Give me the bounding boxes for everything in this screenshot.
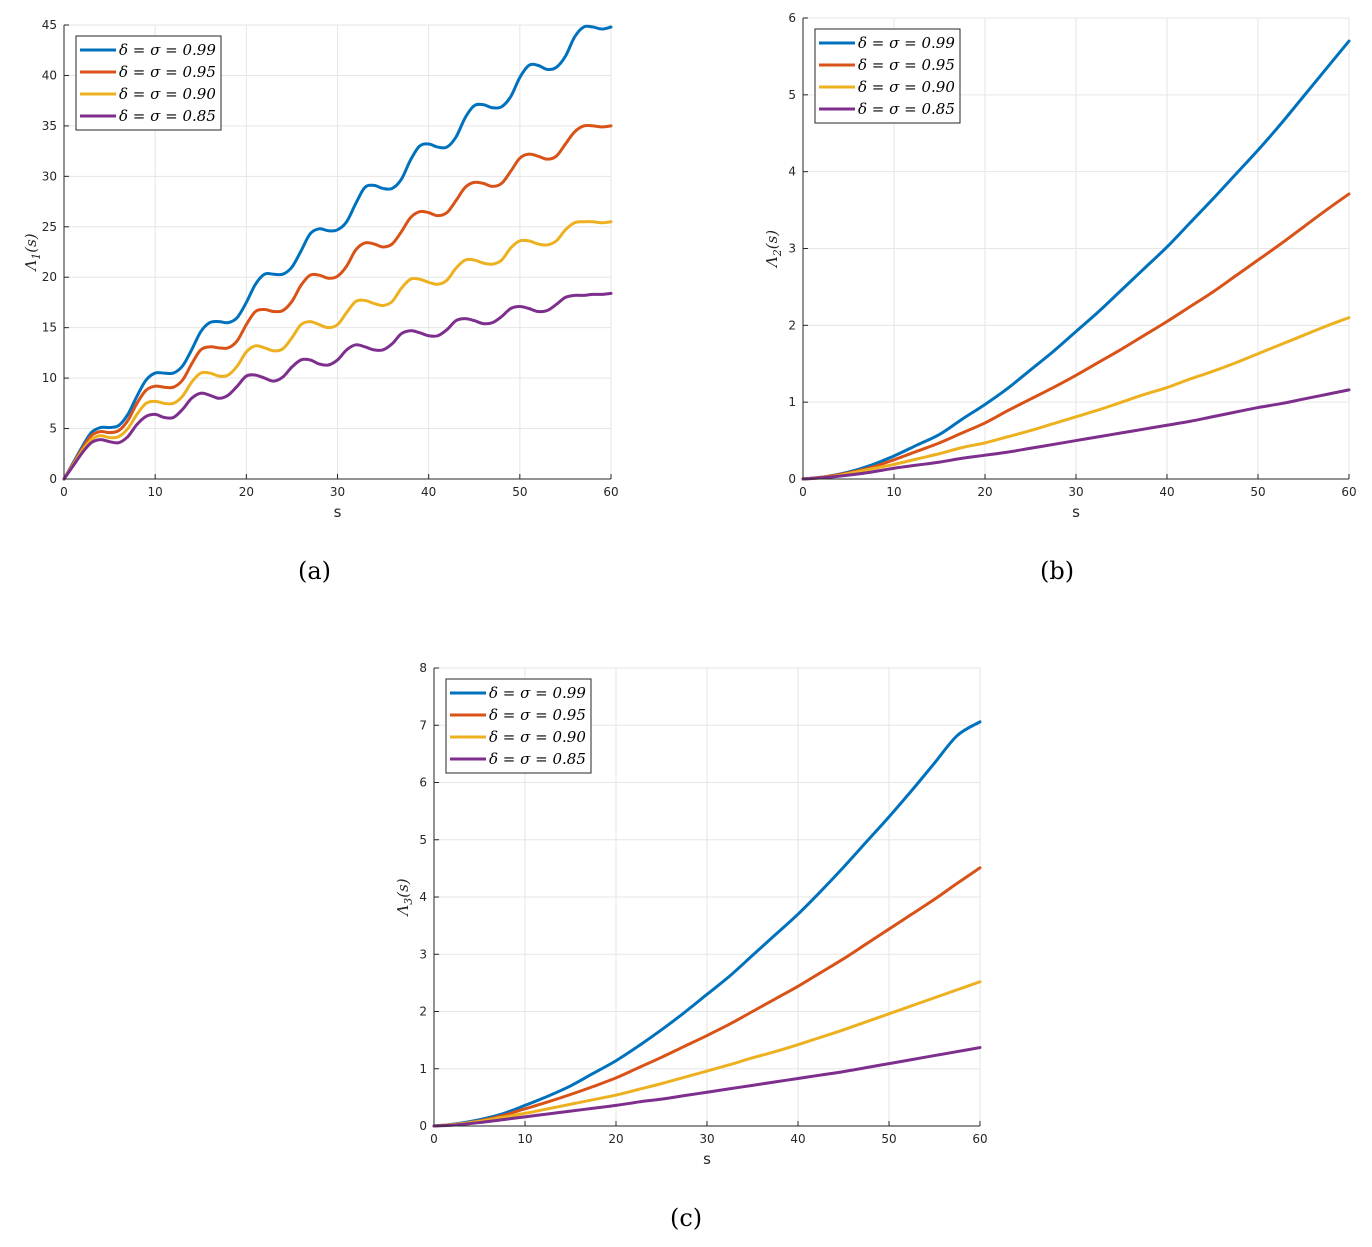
legend-label-3: δ = σ = 0.85 — [858, 100, 955, 118]
legend-label-0: δ = σ = 0.99 — [489, 684, 586, 702]
series-line-2 — [801, 316, 1351, 481]
x-tick-label: 50 — [1250, 485, 1265, 499]
legend-label-3: δ = σ = 0.85 — [489, 750, 586, 768]
x-tick-label: 30 — [330, 485, 345, 499]
y-tick-label: 3 — [788, 242, 796, 256]
y-tick-label: 30 — [42, 169, 57, 183]
y-tick-label: 2 — [419, 1005, 427, 1019]
legend-label-1: δ = σ = 0.95 — [858, 56, 955, 74]
x-tick-label: 20 — [977, 485, 992, 499]
x-tick-label: 40 — [1159, 485, 1174, 499]
chart-a: 0 10 20 30 40 50 60 0 5 10 15 20 25 30 35 40 45 s Λ1(s) δ =… — [22, 18, 619, 521]
legend-label-2: δ = σ = 0.90 — [489, 728, 586, 746]
x-tick-label: 0 — [60, 485, 68, 499]
series-line-0 — [62, 24, 613, 481]
x-tick-label: 60 — [972, 1132, 987, 1146]
y-tick-label: 20 — [42, 270, 57, 284]
y-tick-label: 35 — [42, 119, 57, 133]
x-axis-label: s — [334, 503, 342, 521]
legend — [445, 678, 592, 774]
legend — [75, 35, 222, 131]
y-tick-label: 8 — [419, 661, 427, 675]
y-axis-label: Λ1(s) — [22, 233, 43, 272]
y-axis-label: Λ3(s) — [394, 878, 415, 917]
legend-label-0: δ = σ = 0.99 — [858, 34, 955, 52]
x-tick-label: 30 — [699, 1132, 714, 1146]
caption-c: (c) — [670, 1204, 703, 1232]
y-tick-label: 3 — [419, 947, 427, 961]
caption-a: (a) — [298, 557, 332, 585]
x-tick-label: 60 — [1341, 485, 1356, 499]
legend-label-2: δ = σ = 0.90 — [858, 78, 955, 96]
y-tick-label: 1 — [788, 395, 796, 409]
x-tick-label: 50 — [881, 1132, 896, 1146]
y-tick-label: 10 — [42, 371, 57, 385]
series-line-2 — [62, 220, 613, 481]
series-line-2 — [432, 980, 982, 1128]
series-line-3 — [801, 388, 1351, 481]
y-tick-label: 6 — [788, 11, 796, 25]
x-tick-label: 0 — [430, 1132, 438, 1146]
x-tick-label: 60 — [603, 485, 618, 499]
x-tick-label: 40 — [421, 485, 436, 499]
y-tick-label: 5 — [419, 833, 427, 847]
legend-label-0: δ = σ = 0.99 — [119, 41, 216, 59]
x-tick-label: 30 — [1068, 485, 1083, 499]
y-tick-label: 0 — [419, 1119, 427, 1133]
y-tick-label: 1 — [419, 1062, 427, 1076]
y-tick-label: 6 — [419, 776, 427, 790]
x-axis-label: s — [703, 1150, 711, 1168]
y-tick-label: 5 — [49, 422, 57, 436]
legend-label-2: δ = σ = 0.90 — [119, 85, 216, 103]
x-tick-label: 20 — [608, 1132, 623, 1146]
x-tick-label: 10 — [148, 485, 163, 499]
y-tick-label: 2 — [788, 318, 796, 332]
series-line-3 — [62, 291, 613, 481]
y-tick-label: 45 — [42, 18, 57, 32]
y-tick-label: 15 — [42, 321, 57, 335]
caption-b: (b) — [1040, 557, 1075, 585]
series-line-1 — [432, 866, 982, 1128]
x-tick-label: 20 — [239, 485, 254, 499]
x-tick-label: 10 — [886, 485, 901, 499]
x-tick-label: 40 — [790, 1132, 805, 1146]
legend-label-1: δ = σ = 0.95 — [119, 63, 216, 81]
x-axis-label: s — [1072, 503, 1080, 521]
series-line-0 — [801, 39, 1351, 481]
series-line-3 — [432, 1046, 982, 1128]
legend — [814, 28, 961, 124]
y-tick-label: 7 — [419, 718, 427, 732]
series-line-1 — [801, 192, 1351, 481]
y-tick-label: 4 — [788, 165, 796, 179]
series-line-1 — [62, 123, 613, 481]
y-tick-label: 0 — [788, 472, 796, 486]
y-tick-label: 5 — [788, 88, 796, 102]
y-tick-label: 40 — [42, 68, 57, 82]
legend-label-1: δ = σ = 0.95 — [489, 706, 586, 724]
y-axis-label: Λ2(s) — [763, 230, 784, 269]
x-tick-label: 10 — [517, 1132, 532, 1146]
legend-label-3: δ = σ = 0.85 — [119, 107, 216, 125]
chart-b: 0 10 20 30 40 50 60 0 1 2 3 4 5 6 s Λ2(s) δ = σ = 0.99 δ … — [763, 11, 1357, 521]
y-tick-label: 25 — [42, 220, 57, 234]
y-tick-label: 4 — [419, 890, 427, 904]
series-line-0 — [432, 720, 982, 1128]
x-tick-label: 0 — [799, 485, 807, 499]
chart-c: 0 10 20 30 40 50 60 0 1 2 3 4 5 6 7 8 s Λ3(s) δ = σ = 0.99… — [394, 661, 988, 1168]
x-tick-label: 50 — [512, 485, 527, 499]
y-tick-label: 0 — [49, 472, 57, 486]
